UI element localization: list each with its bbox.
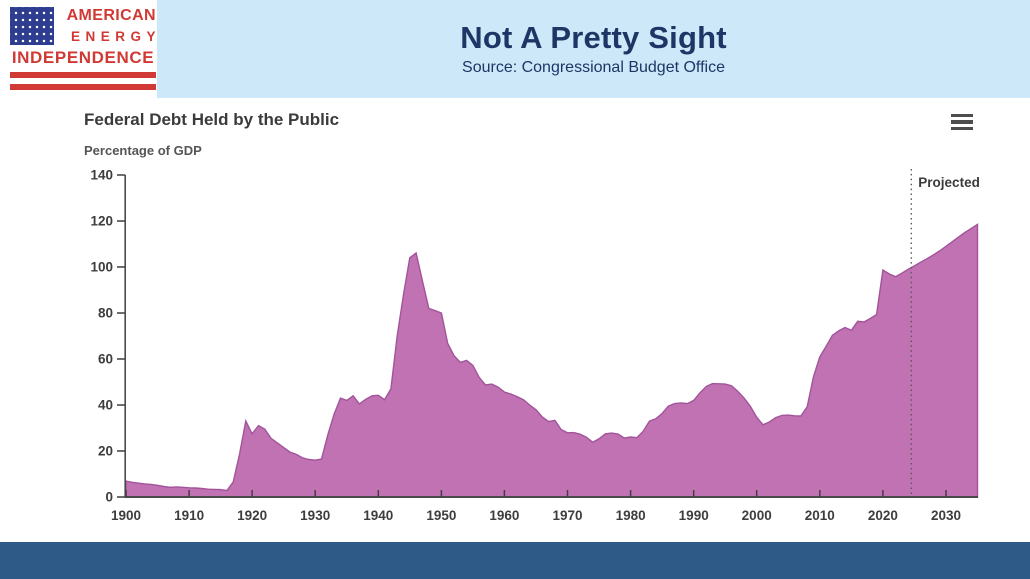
footer-bar: [0, 542, 1030, 579]
x-tick-label: 1950: [426, 508, 456, 523]
y-tick-label: 100: [90, 260, 113, 275]
flag-stripe: [10, 72, 156, 78]
page-subtitle: Source: Congressional Budget Office: [462, 59, 725, 77]
header-banner: Not A Pretty Sight Source: Congressional…: [157, 0, 1030, 98]
x-tick-label: 1960: [489, 508, 519, 523]
logo-word-independence: INDEPENDENCE: [11, 48, 155, 67]
y-tick-label: 60: [98, 352, 113, 367]
debt-area-series: [125, 223, 979, 498]
x-tick-label: 2020: [868, 508, 898, 523]
chart-title: Federal Debt Held by the Public: [84, 110, 340, 129]
projected-label: Projected: [918, 175, 980, 190]
us-flag-canton-icon: [10, 7, 54, 45]
x-tick-label: 2010: [805, 508, 835, 523]
y-tick-label: 40: [98, 398, 113, 413]
x-tick-label: 1980: [616, 508, 646, 523]
x-tick-label: 1900: [111, 508, 141, 523]
chart-menu-icon[interactable]: [951, 114, 973, 131]
x-tick-label: 1970: [552, 508, 582, 523]
x-tick-label: 1920: [237, 508, 267, 523]
chart-axis-unit-label: Percentage of GDP: [84, 143, 202, 158]
x-tick-label: 1940: [363, 508, 393, 523]
y-tick-label: 80: [98, 306, 113, 321]
y-tick-label: 140: [90, 168, 113, 183]
american-energy-independence-logo: AMERICAN ENERGY INDEPENDENCE: [10, 7, 156, 90]
logo-word-energy: ENERGY: [70, 28, 161, 44]
x-tick-label: 1990: [679, 508, 709, 523]
x-tick-label: 2030: [931, 508, 961, 523]
y-tick-label: 20: [98, 444, 113, 459]
flag-stripe: [10, 84, 156, 90]
logo-word-american: AMERICAN: [66, 7, 156, 24]
y-tick-label: 120: [90, 214, 113, 229]
x-tick-label: 1910: [174, 508, 204, 523]
x-tick-label: 1930: [300, 508, 330, 523]
x-tick-label: 2000: [742, 508, 772, 523]
y-tick-label: 0: [105, 490, 113, 505]
page-title: Not A Pretty Sight: [460, 19, 727, 55]
